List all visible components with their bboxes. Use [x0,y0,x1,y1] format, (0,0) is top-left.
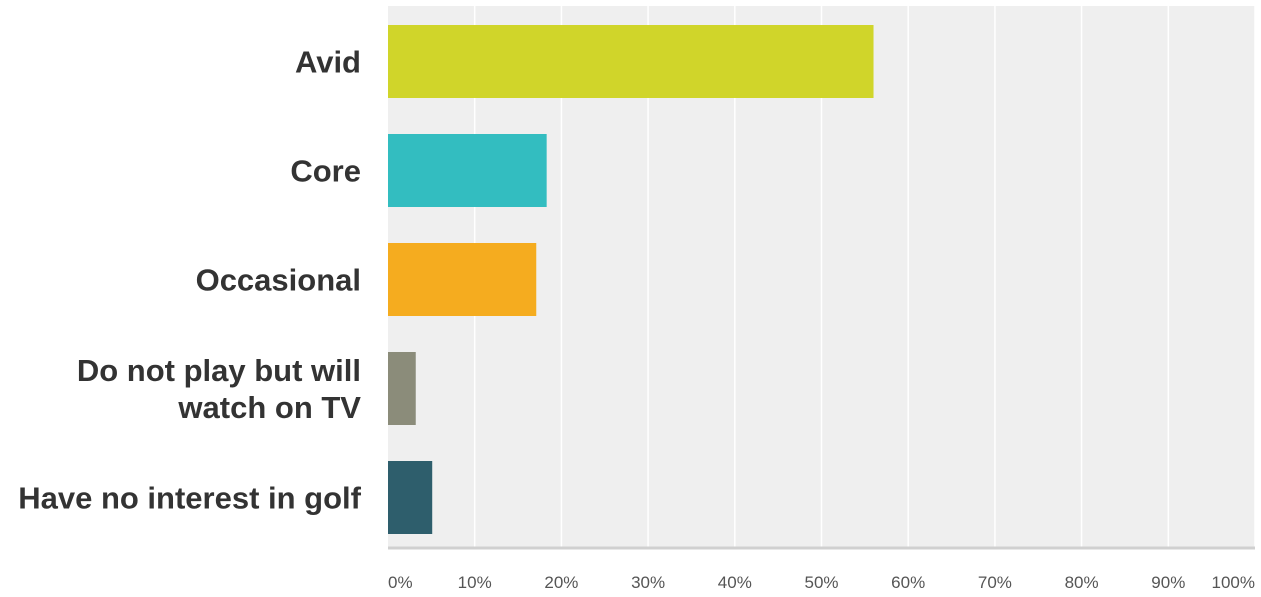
bar [388,461,433,534]
x-tick-label: 80% [1065,573,1099,592]
x-tick-label: 0% [388,573,413,592]
x-tick-label: 90% [1151,573,1185,592]
x-tick-label: 20% [544,573,578,592]
category-label: Have no interest in golf [18,481,361,516]
x-tick-label: 70% [978,573,1012,592]
bar [388,243,537,316]
bar [388,134,547,207]
x-tick-label: 100% [1212,573,1255,592]
x-tick-label: 50% [804,573,838,592]
x-tick-label: 10% [458,573,492,592]
bars [388,25,874,534]
x-tick-label: 60% [891,573,925,592]
category-label: Avid [295,45,361,80]
x-tick-label: 30% [631,573,665,592]
x-tick-labels: 0% 10% 20% 30% 40% 50% 60% 70% 80% 90% 100% [388,573,1255,592]
x-tick-label: 40% [718,573,752,592]
category-labels: Avid Core Occasional Do not play but willwa… [18,45,361,516]
bar [388,352,416,425]
category-label: Do not play but will [77,353,361,388]
category-label: Core [290,154,361,189]
category-label: watch on TV [177,390,361,425]
category-label: Occasional [196,263,361,298]
bar [388,25,874,98]
